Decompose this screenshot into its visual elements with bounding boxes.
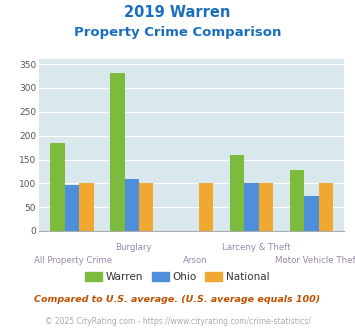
Bar bbox=[50, 143, 65, 231]
Text: © 2025 CityRating.com - https://www.cityrating.com/crime-statistics/: © 2025 CityRating.com - https://www.city… bbox=[45, 317, 310, 326]
Bar bbox=[259, 183, 273, 231]
Text: Motor Vehicle Theft: Motor Vehicle Theft bbox=[275, 256, 355, 265]
Text: 2019 Warren: 2019 Warren bbox=[124, 5, 231, 20]
Text: Larceny & Theft: Larceny & Theft bbox=[222, 243, 290, 251]
Bar bbox=[244, 183, 259, 231]
Text: Burglary: Burglary bbox=[115, 243, 152, 251]
Bar bbox=[125, 179, 139, 231]
Bar bbox=[79, 183, 93, 231]
Legend: Warren, Ohio, National: Warren, Ohio, National bbox=[81, 268, 274, 286]
Bar bbox=[318, 183, 333, 231]
Text: Compared to U.S. average. (U.S. average equals 100): Compared to U.S. average. (U.S. average … bbox=[34, 295, 321, 304]
Text: All Property Crime: All Property Crime bbox=[34, 256, 112, 265]
Bar bbox=[290, 170, 304, 231]
Bar bbox=[139, 183, 153, 231]
Bar bbox=[65, 185, 79, 231]
Text: Property Crime Comparison: Property Crime Comparison bbox=[74, 26, 281, 39]
Bar bbox=[110, 73, 125, 231]
Bar bbox=[230, 155, 244, 231]
Bar bbox=[199, 183, 213, 231]
Bar bbox=[304, 196, 318, 231]
Text: Arson: Arson bbox=[182, 256, 207, 265]
